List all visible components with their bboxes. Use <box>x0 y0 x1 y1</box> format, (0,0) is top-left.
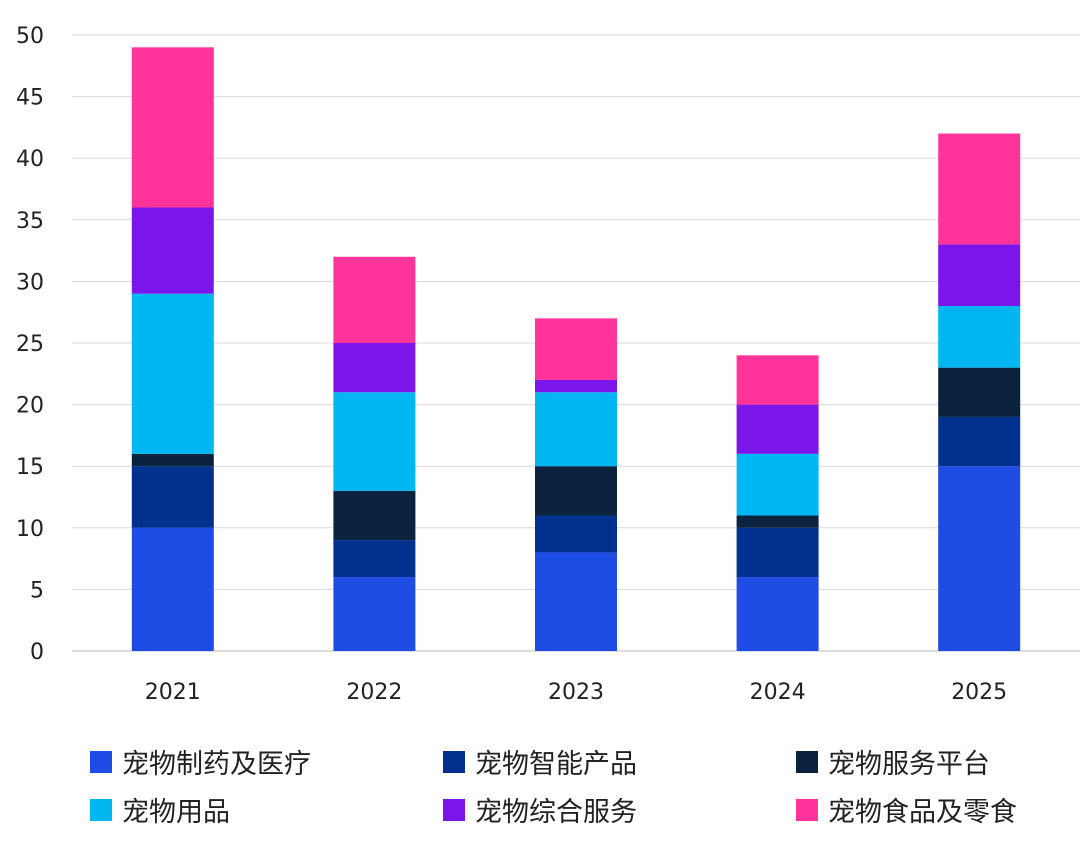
y-tick-label: 20 <box>16 394 44 419</box>
y-tick-label: 50 <box>16 24 44 49</box>
legend-item: 宠物综合服务 <box>443 790 637 829</box>
bar-segment <box>535 379 617 393</box>
x-tick-label: 2021 <box>145 680 201 705</box>
y-tick-label: 45 <box>16 86 44 111</box>
bar-segment <box>736 404 819 454</box>
bar-segment <box>938 306 1021 368</box>
legend-swatch <box>443 750 465 773</box>
legend-item: 宠物用品 <box>90 790 230 829</box>
bar-segment <box>938 133 1021 245</box>
y-tick-label: 30 <box>16 270 44 295</box>
legend-label: 宠物智能产品 <box>475 749 637 780</box>
y-tick-label: 15 <box>16 455 44 480</box>
legend-swatch <box>90 798 112 821</box>
legend-label: 宠物服务平台 <box>828 749 990 780</box>
legend-swatch <box>443 798 465 821</box>
bar-segment <box>938 416 1021 467</box>
legend-swatch <box>90 750 112 773</box>
bar-segment <box>535 466 617 516</box>
y-tick-label: 35 <box>16 209 44 234</box>
x-tick-label: 2024 <box>750 680 806 705</box>
legend-swatch <box>796 798 818 821</box>
bar-segment <box>333 392 416 491</box>
bar-segment <box>131 207 214 294</box>
bar-segment <box>333 343 416 393</box>
y-tick-label: 10 <box>16 517 44 542</box>
legend-swatch <box>796 750 818 773</box>
bar-segment <box>736 577 819 651</box>
bar-segment <box>131 453 214 467</box>
bar-segment <box>535 515 617 553</box>
bar-segment <box>333 577 416 651</box>
bar-segment <box>736 453 819 516</box>
y-tick-label: 25 <box>16 332 44 357</box>
bar-segment <box>333 256 416 343</box>
bar-segment <box>938 367 1021 417</box>
y-tick-label: 40 <box>16 147 44 172</box>
bar-segment <box>938 466 1021 651</box>
legend-label: 宠物制药及医疗 <box>122 749 311 780</box>
bar-segment <box>131 527 214 651</box>
bar-segment <box>736 527 819 578</box>
y-tick-label: 5 <box>30 578 44 603</box>
bar-segment <box>333 540 416 578</box>
legend-item: 宠物制药及医疗 <box>90 742 311 781</box>
legend-label: 宠物综合服务 <box>475 797 637 828</box>
legend-label: 宠物食品及零食 <box>828 797 1017 828</box>
bar-segment <box>131 47 214 208</box>
bar-segment <box>736 355 819 405</box>
x-tick-label: 2025 <box>951 680 1007 705</box>
legend-label: 宠物用品 <box>122 797 230 828</box>
bar-segment <box>535 392 617 467</box>
bar-segment <box>131 466 214 528</box>
legend-item: 宠物服务平台 <box>796 742 990 781</box>
x-tick-label: 2022 <box>346 680 402 705</box>
bar-segment <box>535 552 617 651</box>
bar-segment <box>736 515 819 528</box>
x-tick-label: 2023 <box>548 680 604 705</box>
bar-segment <box>938 244 1021 307</box>
legend-item: 宠物食品及零食 <box>796 790 1017 829</box>
legend-item: 宠物智能产品 <box>443 742 637 781</box>
bar-segment <box>131 293 214 454</box>
bar-segment <box>535 318 617 380</box>
bar-segment <box>333 490 416 541</box>
y-tick-label: 0 <box>30 640 44 665</box>
